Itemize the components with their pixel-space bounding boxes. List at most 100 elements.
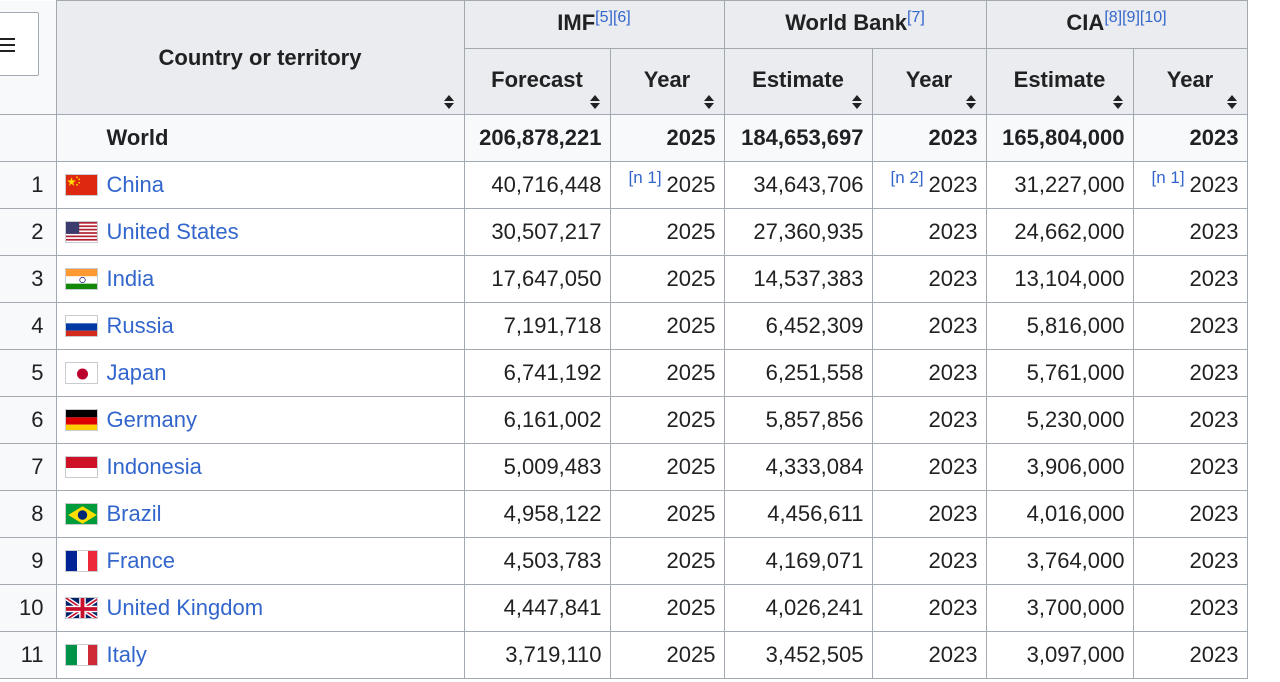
country-link[interactable]: Indonesia — [106, 454, 202, 479]
russia-flag-icon — [64, 315, 98, 337]
sort-icon[interactable] — [965, 95, 976, 109]
imf-header-label: IMF — [557, 9, 596, 35]
sort-icon[interactable] — [851, 95, 862, 109]
cia-estimate-header[interactable]: Estimate — [985, 48, 1134, 115]
year-value: 2023 — [928, 454, 978, 479]
year-value: 2023 — [928, 172, 978, 197]
indonesia-flag-icon — [64, 456, 98, 478]
wb-estimate-cell: 3,452,505 — [723, 631, 873, 679]
rank-cell: 10 — [0, 584, 57, 632]
year-value: 2025 — [666, 219, 716, 244]
year-value: 2023 — [1189, 313, 1239, 338]
cia-estimate-cell: 13,104,000 — [985, 255, 1134, 303]
imf-year-cell: 2025 — [609, 631, 725, 679]
imf-year-cell: 2025 — [609, 490, 725, 538]
country-link[interactable]: France — [106, 548, 175, 573]
year-value: 2023 — [928, 407, 978, 432]
footnote-link[interactable]: [n 1] — [628, 168, 662, 187]
world-cia-year: 2023 — [1132, 114, 1248, 162]
cia-year-cell: 2023 — [1132, 208, 1248, 256]
year-value: 2023 — [1189, 548, 1239, 573]
imf-forecast-cell: 5,009,483 — [463, 443, 611, 491]
country-cell: Brazil — [55, 490, 465, 538]
sort-icon[interactable] — [443, 95, 454, 109]
wb-year-header[interactable]: Year — [871, 48, 987, 115]
imf-year-cell: 2025 — [609, 584, 725, 632]
world-bank-refs[interactable]: [7] — [907, 8, 925, 26]
imf-forecast-header[interactable]: Forecast — [463, 48, 611, 115]
cia-year-cell: 2023 — [1132, 490, 1248, 538]
table-row: 8 Brazil 4,958,122 2025 4,456,611 2023 4,016,0… — [0, 490, 1248, 538]
sort-icon[interactable] — [589, 95, 600, 109]
table-row: 2 United States 30,507,217 2025 27,360,935 20… — [0, 208, 1248, 256]
imf-forecast-cell: 7,191,718 — [463, 302, 611, 350]
imf-year-cell: 2025 — [609, 537, 725, 585]
country-link[interactable]: Japan — [106, 360, 167, 385]
cia-estimate-cell: 3,700,000 — [985, 584, 1134, 632]
wb-estimate-header[interactable]: Estimate — [723, 48, 873, 115]
cia-year-header[interactable]: Year — [1132, 48, 1248, 115]
country-link[interactable]: Brazil — [106, 501, 162, 526]
year-value: 2023 — [1189, 360, 1239, 385]
imf-refs[interactable]: [5][6] — [595, 8, 631, 26]
footnote-link[interactable]: [n 1] — [1151, 168, 1185, 187]
sort-icon[interactable] — [703, 95, 714, 109]
year-value: 2025 — [666, 360, 716, 385]
wb-estimate-cell: 6,251,558 — [723, 349, 873, 397]
cia-year-cell: 2023 — [1132, 537, 1248, 585]
cia-year-cell: 2023 — [1132, 631, 1248, 679]
country-link[interactable]: China — [106, 172, 164, 197]
year-value: 2023 — [1189, 642, 1239, 667]
year-value: 2023 — [1189, 501, 1239, 526]
sort-icon[interactable] — [1112, 95, 1123, 109]
country-link[interactable]: Germany — [106, 407, 197, 432]
imf-year-header[interactable]: Year — [609, 48, 725, 115]
year-value: 2023 — [1189, 219, 1239, 244]
imf-header: IMF[5][6] — [463, 0, 725, 49]
cia-estimate-cell: 5,230,000 — [985, 396, 1134, 444]
world-imf-value: 206,878,221 — [463, 114, 611, 162]
table-row: 1 China 40,716,448 [n 1] 2025 34,643,706 [n 2]… — [0, 161, 1248, 209]
china-flag-icon — [64, 174, 98, 196]
footnote-link[interactable]: [n 2] — [890, 168, 924, 187]
wb-year-cell: 2023 — [871, 584, 987, 632]
world-cia-value: 165,804,000 — [985, 114, 1134, 162]
world-imf-year: 2025 — [609, 114, 725, 162]
imf-forecast-cell: 40,716,448 — [463, 161, 611, 209]
country-cell: France — [55, 537, 465, 585]
japan-flag-icon — [64, 362, 98, 384]
country-cell: Indonesia — [55, 443, 465, 491]
table-row: 5 Japan 6,741,192 2025 6,251,558 2023 5,761,00… — [0, 349, 1248, 397]
country-link[interactable]: Russia — [106, 313, 174, 338]
year-value: 2023 — [928, 595, 978, 620]
country-link[interactable]: United Kingdom — [106, 595, 264, 620]
imf-year-cell: 2025 — [609, 443, 725, 491]
country-link[interactable]: United States — [106, 219, 239, 244]
table-row: 6 Germany 6,161,002 2025 5,857,856 2023 5,230,… — [0, 396, 1248, 444]
year-value: 2023 — [1189, 407, 1239, 432]
gdp-table: Country or territory IMF[5][6] World Ban… — [0, 0, 1248, 679]
table-row: 11 Italy 3,719,110 2025 3,452,505 2023 3,097,0… — [0, 631, 1248, 679]
wb-year-cell: 2023 — [871, 208, 987, 256]
cia-year-cell: 2023 — [1132, 396, 1248, 444]
imf-year-cell: 2025 — [609, 208, 725, 256]
country-header[interactable]: Country or territory — [55, 0, 465, 115]
year-value: 2025 — [666, 407, 716, 432]
country-link[interactable]: India — [106, 266, 155, 291]
imf-year-cell: 2025 — [609, 255, 725, 303]
rank-cell: 3 — [0, 255, 57, 303]
wb-estimate-cell: 27,360,935 — [723, 208, 873, 256]
uk-flag-icon — [64, 597, 98, 619]
country-cell: China — [55, 161, 465, 209]
rank-cell — [0, 114, 57, 162]
year-value: 2025 — [666, 642, 716, 667]
country-link[interactable]: Italy — [106, 642, 147, 667]
table-of-contents-button[interactable] — [0, 12, 39, 76]
cia-year-cell: 2023 — [1132, 302, 1248, 350]
wb-estimate-cell: 34,643,706 — [723, 161, 873, 209]
sort-icon[interactable] — [1226, 95, 1237, 109]
year-value: 2023 — [1189, 266, 1239, 291]
wb-year-label: Year — [905, 66, 953, 92]
france-flag-icon — [64, 550, 98, 572]
cia-refs[interactable]: [8][9][10] — [1104, 8, 1167, 26]
